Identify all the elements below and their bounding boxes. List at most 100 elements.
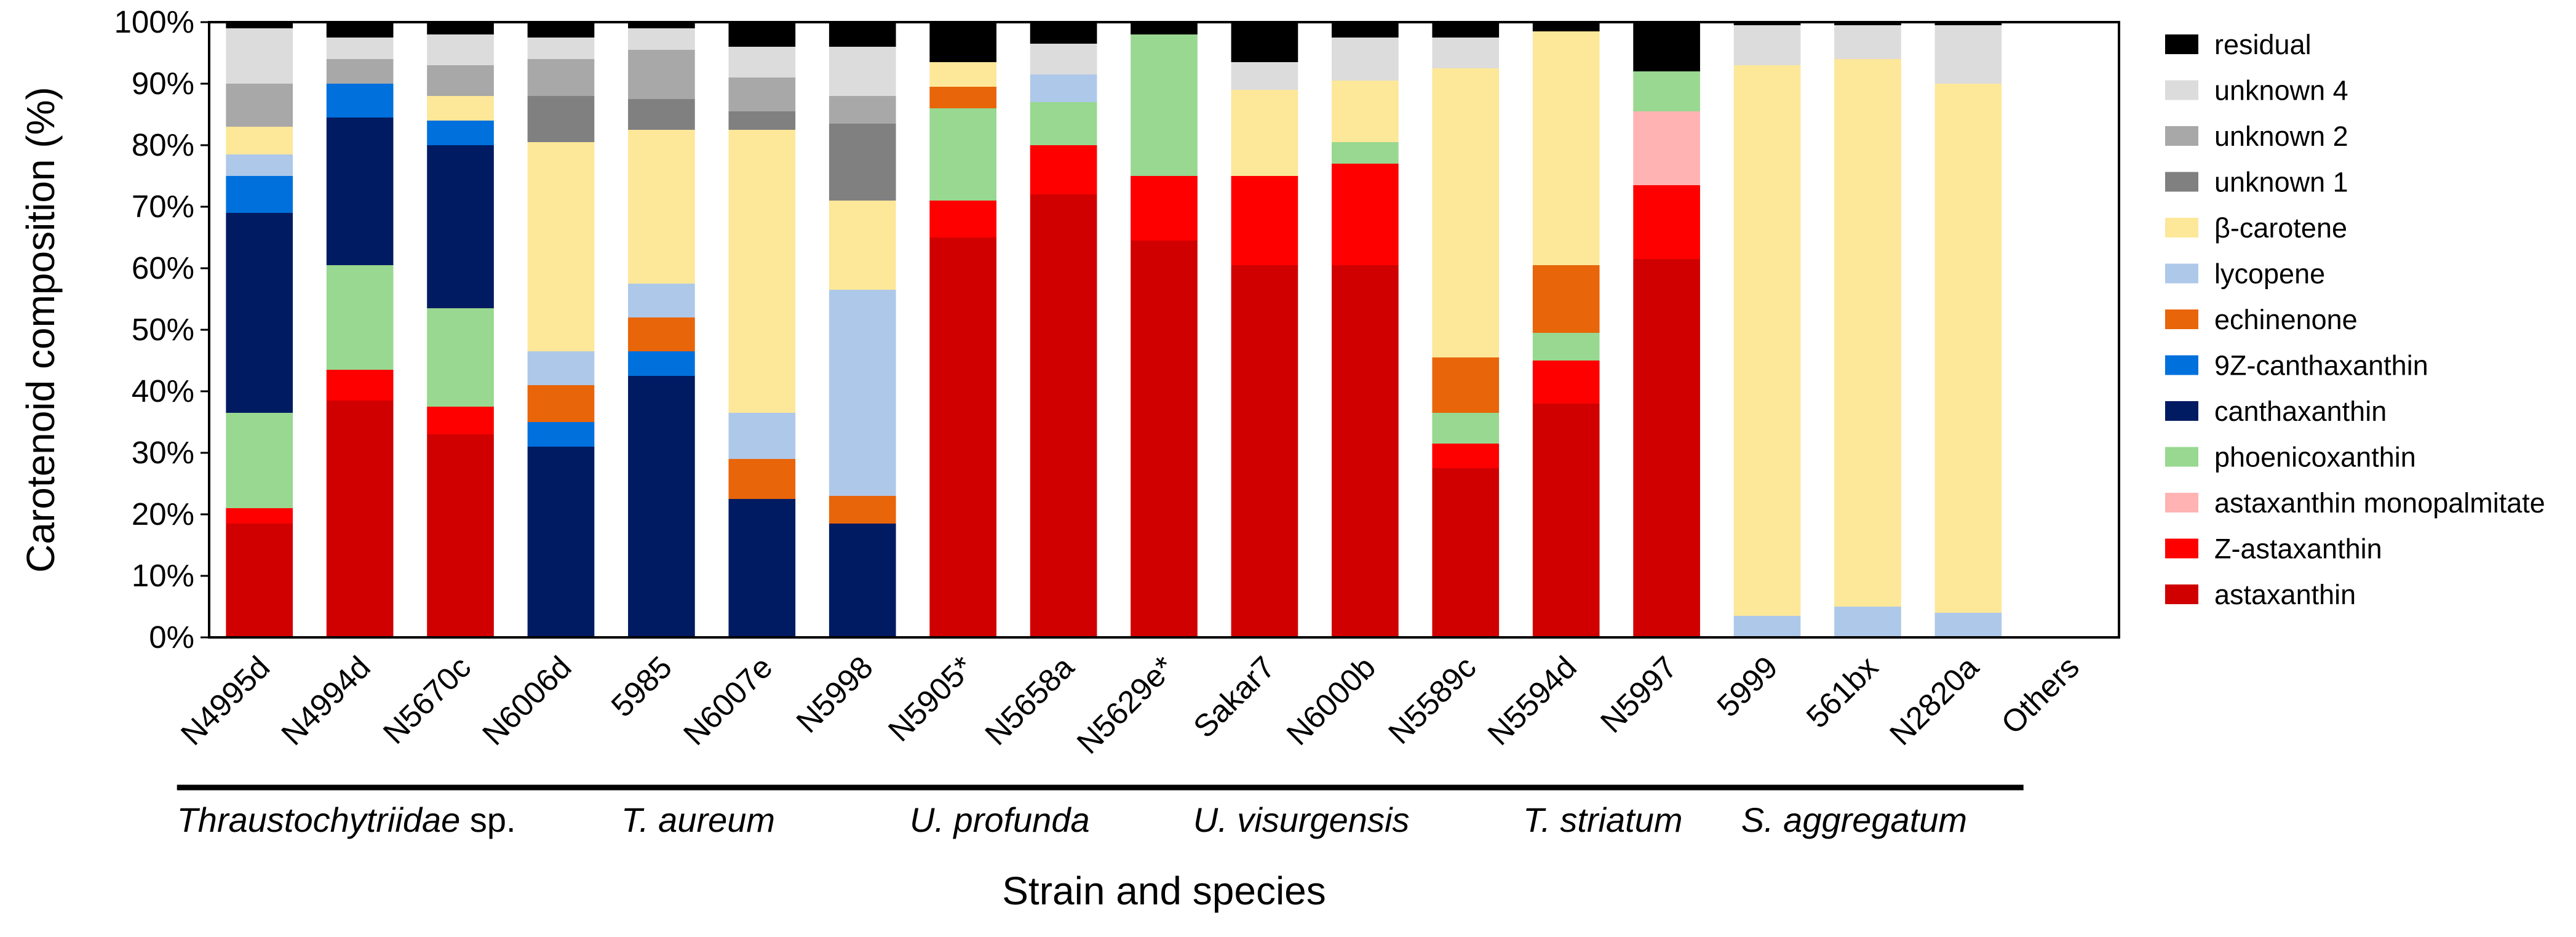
bar-segment-N6007e-lycopene bbox=[728, 413, 796, 459]
bar-segment-N5670c-astaxanthin bbox=[427, 434, 494, 637]
legend-label: echinenone bbox=[2214, 304, 2358, 335]
x-tick-label: 5985 bbox=[605, 649, 679, 724]
bar-segment-Sakar7-Z-astaxanthin bbox=[1231, 176, 1298, 265]
bar-segment-N5997-Z-astaxanthin bbox=[1633, 185, 1700, 259]
bar-segment-N4994d-Z-astaxanthin bbox=[326, 370, 394, 401]
bar-segment-N5997-astaxanthin bbox=[1633, 259, 1700, 637]
bar-segment-5985--carotene bbox=[628, 130, 695, 284]
bar-segment-5985-echinenone bbox=[628, 317, 695, 351]
bar-segment-Sakar7-unknown-4 bbox=[1231, 62, 1298, 90]
bar-segment-N5589c-residual bbox=[1432, 22, 1500, 38]
bar-segment-N6006d-residual bbox=[527, 22, 595, 38]
species-suffix: sp. bbox=[460, 800, 515, 839]
y-tick-label: 100% bbox=[114, 4, 194, 39]
legend-label: astaxanthin bbox=[2214, 579, 2356, 610]
bar-segment-5985-canthaxanthin bbox=[628, 376, 695, 637]
bar-segment-N4994d-residual bbox=[326, 22, 394, 38]
bar-segment-N6006d-unknown-4 bbox=[527, 38, 595, 59]
legend-swatch bbox=[2165, 584, 2198, 604]
bar-segment-N5594d-phoenicoxanthin bbox=[1532, 333, 1600, 361]
y-tick-label: 50% bbox=[132, 312, 194, 347]
bar-segment-N5670c-unknown-4 bbox=[427, 34, 494, 65]
legend-swatch bbox=[2165, 538, 2198, 559]
legend-swatch bbox=[2165, 309, 2198, 329]
bar-segment-N5997-astaxanthin-monopalmitate bbox=[1633, 111, 1700, 185]
bar-segment-N5998-echinenone bbox=[829, 496, 896, 524]
bar-segment-N6006d-unknown-2 bbox=[527, 59, 595, 96]
bar-segment-N6007e-canthaxanthin bbox=[728, 499, 796, 637]
legend-label: lycopene bbox=[2214, 258, 2325, 290]
bar-segment-5999--carotene bbox=[1733, 65, 1801, 616]
legend-label: unknown 1 bbox=[2214, 167, 2348, 198]
bar-segment-N4994d-astaxanthin bbox=[326, 401, 394, 637]
bar-segment-N5998-canthaxanthin bbox=[829, 524, 896, 637]
bar-segment-N5997-phoenicoxanthin bbox=[1633, 71, 1700, 111]
x-tick-label: N5589c bbox=[1381, 649, 1483, 751]
species-name: U. profunda bbox=[910, 800, 1090, 839]
bar-segment-N5658a-residual bbox=[1030, 22, 1097, 44]
y-axis-title: Carotenoid composition (%) bbox=[18, 87, 63, 573]
x-tick-label: 561bx bbox=[1800, 649, 1885, 735]
bar-segment-N4995d-9Z-canthaxanthin bbox=[226, 176, 293, 213]
x-tick-label: N2820a bbox=[1883, 649, 1986, 752]
bar-segment-N6000b-phoenicoxanthin bbox=[1332, 142, 1399, 164]
legend-swatch bbox=[2165, 401, 2198, 421]
x-tick-label: N4995d bbox=[174, 649, 277, 752]
species-group-label: U. visurgensis bbox=[1193, 800, 1410, 839]
bar-segment-561bx--carotene bbox=[1834, 59, 1901, 607]
bar-segment-N6000b-unknown-4 bbox=[1332, 38, 1399, 81]
species-group-label: U. profunda bbox=[910, 800, 1090, 839]
x-tick-label: N5905* bbox=[881, 649, 980, 748]
bar-segment-N4995d-astaxanthin bbox=[226, 524, 293, 637]
legend-swatch bbox=[2165, 80, 2198, 100]
bar-segment-5999-residual bbox=[1733, 22, 1801, 25]
bar-segment-N4994d-9Z-canthaxanthin bbox=[326, 84, 394, 118]
x-tick-label: N5997 bbox=[1594, 649, 1684, 740]
y-tick-label: 20% bbox=[132, 496, 194, 532]
bar-segment-N5589c--carotene bbox=[1432, 68, 1500, 357]
bar-segment-N4994d-phoenicoxanthin bbox=[326, 265, 394, 370]
bar-segment-N6000b-Z-astaxanthin bbox=[1332, 164, 1399, 265]
bar-segment-N4995d-phoenicoxanthin bbox=[226, 413, 293, 508]
bar-segment-N6006d-canthaxanthin bbox=[527, 447, 595, 637]
bar-segment-Sakar7--carotene bbox=[1231, 90, 1298, 176]
x-tick-label: N6007e bbox=[677, 649, 779, 752]
bar-segment-Sakar7-residual bbox=[1231, 22, 1298, 62]
bar-segment-Sakar7-astaxanthin bbox=[1231, 265, 1298, 637]
x-tick-label: 5999 bbox=[1710, 649, 1784, 724]
bar-segment-N6006d-echinenone bbox=[527, 385, 595, 422]
species-name: U. visurgensis bbox=[1193, 800, 1410, 839]
legend-swatch bbox=[2165, 218, 2198, 237]
bar-segment-N6000b-astaxanthin bbox=[1332, 265, 1399, 637]
bar-segment-N6007e-echinenone bbox=[728, 459, 796, 499]
x-tick-label: N6006d bbox=[475, 649, 578, 752]
bar-segment-5985-unknown-1 bbox=[628, 99, 695, 130]
y-tick-label: 90% bbox=[132, 66, 194, 101]
bar-segment-N6006d-unknown-1 bbox=[527, 96, 595, 142]
x-tick-label: N6000b bbox=[1279, 649, 1382, 752]
legend-swatch bbox=[2165, 34, 2198, 54]
bar-segment-N5594d-astaxanthin bbox=[1532, 404, 1600, 637]
bar-segment-N5998-unknown-1 bbox=[829, 124, 896, 201]
bar-segment-N6000b-residual bbox=[1332, 22, 1399, 38]
bar-segment-N5658a-lycopene bbox=[1030, 74, 1097, 102]
bar-segment-N2820a-lycopene bbox=[1934, 613, 2002, 637]
bar-segment-N5594d--carotene bbox=[1532, 31, 1600, 265]
legend-label: Z-astaxanthin bbox=[2214, 533, 2382, 565]
bar-segment-N5670c-residual bbox=[427, 22, 494, 34]
bar-segment-N5658a-astaxanthin bbox=[1030, 194, 1097, 637]
bar-segment-N5905*-astaxanthin bbox=[929, 237, 996, 637]
bar-segment-N4995d-unknown-4 bbox=[226, 28, 293, 84]
bar-segment-N4995d-residual bbox=[226, 22, 293, 28]
bar-segment-N6007e-unknown-2 bbox=[728, 78, 796, 111]
x-axis-title: Strain and species bbox=[1002, 869, 1326, 913]
bar-segment-N5589c-phoenicoxanthin bbox=[1432, 413, 1500, 444]
legend-swatch bbox=[2165, 447, 2198, 467]
x-tick-label: N5998 bbox=[789, 649, 880, 740]
species-group-label: S. aggregatum bbox=[1741, 800, 1967, 839]
bar-segment-N5998-lycopene bbox=[829, 290, 896, 496]
x-tick-label: Others bbox=[1995, 649, 2086, 741]
bar-segment-N5905*-echinenone bbox=[929, 87, 996, 108]
